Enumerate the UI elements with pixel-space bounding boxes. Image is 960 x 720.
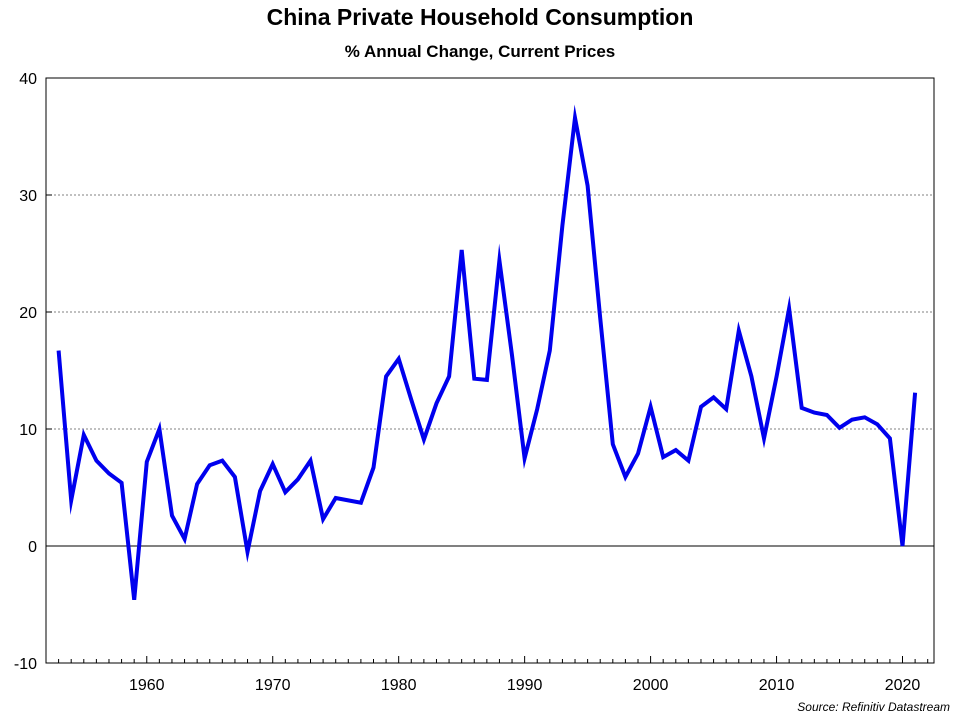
x-tick-label: 2000 bbox=[633, 677, 669, 694]
data-point bbox=[863, 415, 867, 419]
data-point bbox=[233, 475, 237, 479]
data-point bbox=[611, 442, 615, 446]
data-point bbox=[422, 438, 426, 442]
tick-labels: -10 0 10 20 30 40 1960 1970 1980 1990 2000 2010 2020 bbox=[14, 71, 921, 694]
y-tick-label: 20 bbox=[19, 305, 37, 322]
x-tick-label: 2010 bbox=[759, 677, 795, 694]
data-point bbox=[623, 475, 627, 479]
data-point bbox=[195, 482, 199, 486]
data-point bbox=[107, 471, 111, 475]
data-point bbox=[800, 406, 804, 410]
data-point bbox=[409, 398, 413, 402]
data-point bbox=[208, 463, 212, 467]
data-point bbox=[913, 391, 917, 395]
data-point bbox=[737, 329, 741, 333]
x-tick-label: 2020 bbox=[885, 677, 921, 694]
x-tick-label: 1970 bbox=[255, 677, 291, 694]
data-point bbox=[485, 378, 489, 382]
data-point bbox=[258, 489, 262, 493]
data-point bbox=[699, 405, 703, 409]
data-point bbox=[712, 395, 716, 399]
data-point bbox=[535, 407, 539, 411]
data-point bbox=[888, 436, 892, 440]
data-point bbox=[359, 501, 363, 505]
data-point bbox=[309, 459, 313, 463]
plot-frame bbox=[45, 77, 935, 664]
data-point bbox=[397, 357, 401, 361]
data-point bbox=[246, 550, 250, 554]
data-point bbox=[384, 374, 388, 378]
data-point bbox=[220, 459, 224, 463]
data-point bbox=[271, 462, 275, 466]
data-point bbox=[636, 452, 640, 456]
data-point bbox=[749, 374, 753, 378]
data-point bbox=[901, 544, 905, 548]
data-point bbox=[812, 411, 816, 415]
data-point bbox=[447, 374, 451, 378]
x-tick-label: 1990 bbox=[507, 677, 543, 694]
data-point bbox=[321, 517, 325, 521]
data-point bbox=[434, 401, 438, 405]
data-point bbox=[573, 116, 577, 120]
data-point bbox=[523, 456, 527, 460]
data-point bbox=[850, 418, 854, 422]
data-point bbox=[69, 498, 73, 502]
data-point bbox=[157, 427, 161, 431]
data-point bbox=[183, 537, 187, 541]
y-tick-label: 0 bbox=[28, 539, 37, 556]
y-tick-label: 40 bbox=[19, 71, 37, 88]
x-tick-label: 1980 bbox=[381, 677, 417, 694]
data-point bbox=[649, 405, 653, 409]
data-point bbox=[120, 481, 124, 485]
data-point bbox=[460, 248, 464, 252]
axes bbox=[45, 77, 935, 664]
data-point bbox=[472, 377, 476, 381]
data-point bbox=[170, 514, 174, 518]
data-point bbox=[57, 349, 61, 353]
data-point bbox=[674, 448, 678, 452]
data-point bbox=[346, 498, 350, 502]
data-point bbox=[724, 407, 728, 411]
data-point bbox=[548, 349, 552, 353]
x-tick-label: 1960 bbox=[129, 677, 165, 694]
data-point bbox=[510, 353, 514, 357]
data-point bbox=[775, 374, 779, 378]
data-point bbox=[875, 422, 879, 426]
data-point bbox=[787, 306, 791, 310]
data-point bbox=[296, 477, 300, 481]
y-tick-label: -10 bbox=[14, 656, 37, 673]
data-point bbox=[661, 455, 665, 459]
data-point bbox=[598, 316, 602, 320]
data-point bbox=[371, 466, 375, 470]
source-note: Source: Refinitiv Datastream bbox=[797, 700, 950, 714]
data-point bbox=[838, 426, 842, 430]
y-tick-label: 30 bbox=[19, 188, 37, 205]
series-layer bbox=[56, 104, 918, 602]
series-line-0 bbox=[56, 104, 918, 601]
data-point bbox=[132, 598, 136, 602]
data-point bbox=[94, 459, 98, 463]
data-point bbox=[82, 433, 86, 437]
y-tick-label: 10 bbox=[19, 422, 37, 439]
chart-title: China Private Household Consumption bbox=[266, 4, 694, 30]
data-point bbox=[762, 436, 766, 440]
data-point bbox=[560, 223, 564, 227]
gridlines bbox=[46, 194, 934, 547]
chart-subtitle: % Annual Change, Current Prices bbox=[344, 42, 616, 61]
data-point bbox=[145, 460, 149, 464]
data-point bbox=[586, 184, 590, 188]
data-point bbox=[825, 413, 829, 417]
data-point bbox=[497, 259, 501, 263]
data-point bbox=[283, 490, 287, 494]
data-point bbox=[686, 459, 690, 463]
data-point bbox=[334, 496, 338, 500]
